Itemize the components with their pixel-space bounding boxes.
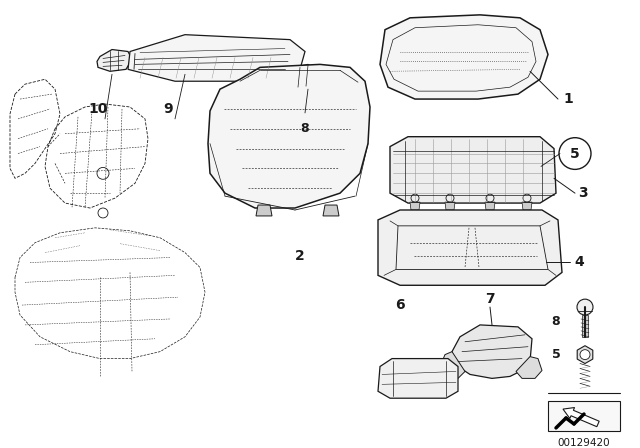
- Circle shape: [289, 113, 321, 145]
- Polygon shape: [208, 65, 370, 208]
- Polygon shape: [440, 352, 465, 379]
- Text: 5: 5: [570, 146, 580, 160]
- Polygon shape: [452, 325, 532, 379]
- Text: 8: 8: [552, 315, 560, 328]
- FancyArrow shape: [563, 408, 599, 426]
- Polygon shape: [380, 15, 548, 99]
- Polygon shape: [410, 202, 420, 210]
- Text: 1: 1: [563, 92, 573, 106]
- Polygon shape: [97, 50, 132, 71]
- Polygon shape: [516, 357, 542, 379]
- Text: 2: 2: [295, 249, 305, 263]
- Text: 4: 4: [574, 255, 584, 270]
- Circle shape: [577, 299, 593, 315]
- Polygon shape: [577, 346, 593, 363]
- Text: 9: 9: [163, 102, 173, 116]
- Polygon shape: [378, 210, 562, 285]
- Circle shape: [559, 138, 591, 169]
- Polygon shape: [378, 358, 458, 398]
- Text: 8: 8: [301, 122, 309, 135]
- Text: 3: 3: [578, 186, 588, 200]
- Text: 00129420: 00129420: [557, 438, 611, 448]
- Circle shape: [580, 350, 590, 360]
- Polygon shape: [582, 315, 588, 337]
- Text: 7: 7: [485, 292, 495, 306]
- Polygon shape: [485, 202, 495, 210]
- Text: 6: 6: [395, 298, 405, 312]
- Polygon shape: [390, 137, 556, 203]
- Polygon shape: [290, 65, 320, 87]
- Polygon shape: [128, 34, 305, 81]
- Polygon shape: [323, 205, 339, 216]
- Bar: [548, 401, 620, 431]
- Text: 5: 5: [552, 348, 561, 361]
- Text: 10: 10: [88, 102, 108, 116]
- Polygon shape: [445, 202, 455, 210]
- Polygon shape: [522, 202, 532, 210]
- Polygon shape: [256, 205, 272, 216]
